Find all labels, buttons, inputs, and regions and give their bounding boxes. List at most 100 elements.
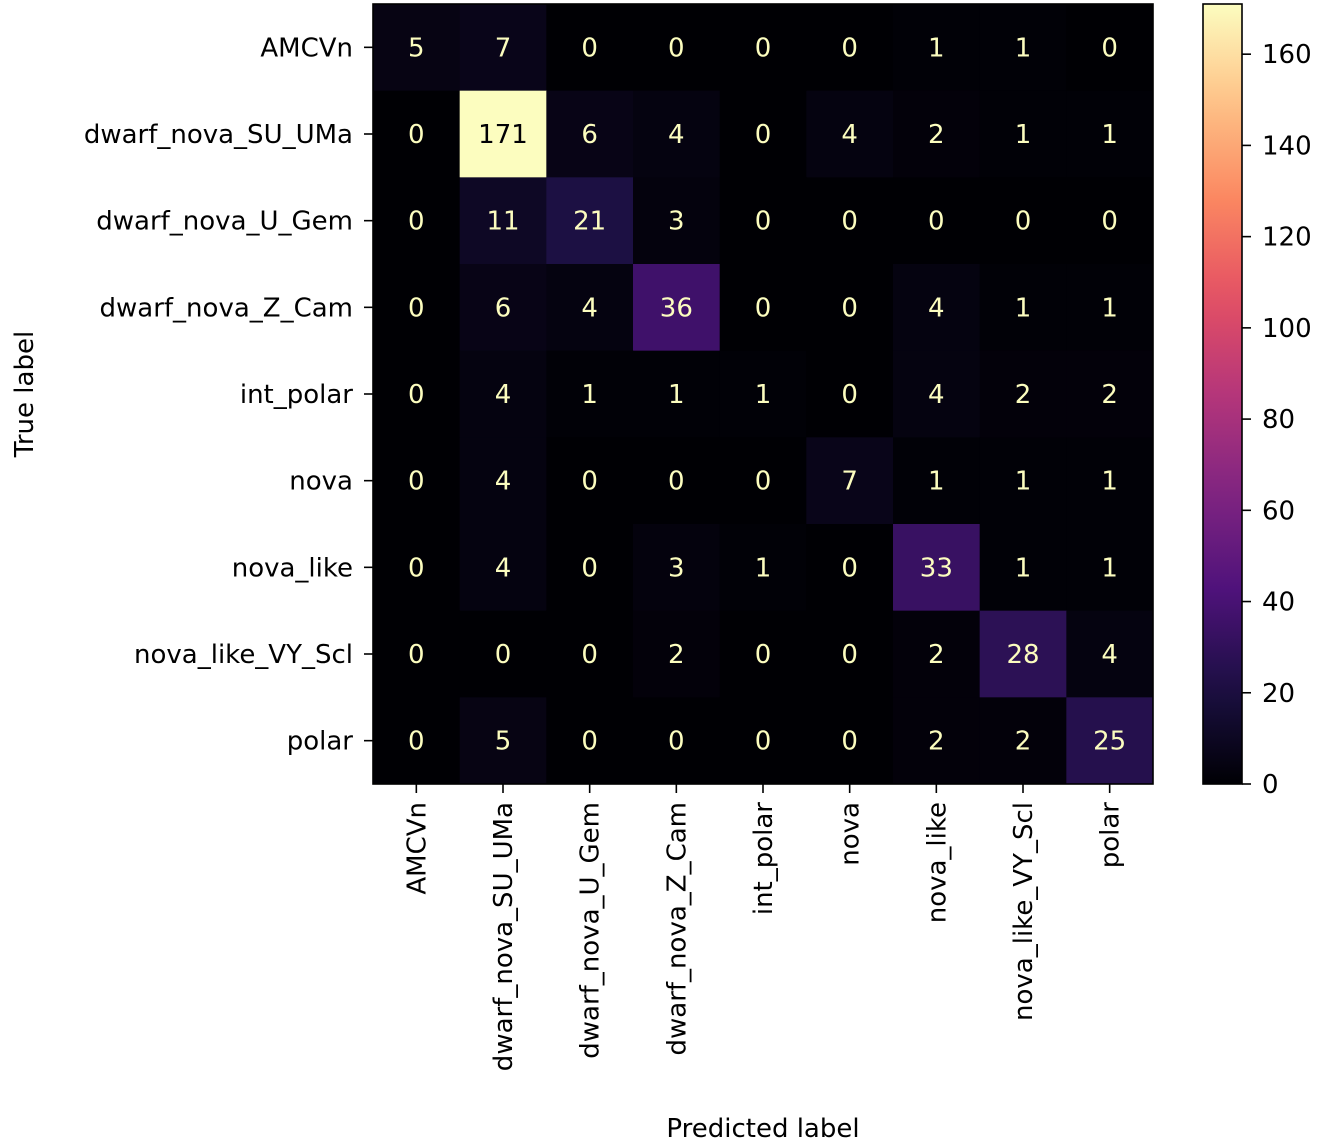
- cell-value-label: 2: [928, 640, 945, 670]
- heatmap-cell: [806, 524, 894, 612]
- heatmap-cell: [459, 90, 547, 178]
- heatmap-cell: [1066, 524, 1154, 612]
- colorbar-tick-label: 160: [1262, 40, 1312, 70]
- cell-value-label: 1: [1015, 467, 1032, 497]
- cell-value-label: 0: [1101, 207, 1118, 237]
- heatmap-cell: [719, 524, 807, 612]
- cell-value-label: 4: [495, 467, 512, 497]
- cell-value-label: 2: [668, 640, 685, 670]
- y-tick-label: dwarf_nova_Z_Cam: [100, 293, 353, 323]
- heatmap-cell: [633, 437, 721, 525]
- y-tick-label: polar: [287, 727, 354, 757]
- cell-value-label: 0: [1101, 33, 1118, 63]
- x-axis-ticks: AMCVn dwarf_nova_SU_UMa dwarf_nova_U_Gem dw…: [402, 784, 1126, 1071]
- colorbar-tick-label: 100: [1262, 314, 1312, 344]
- heatmap-cell: [806, 4, 894, 92]
- heatmap-cell: [806, 264, 894, 352]
- heatmap-cell: [806, 610, 894, 698]
- cell-value-label: 0: [1015, 207, 1032, 237]
- cell-value-label: 1: [1101, 120, 1118, 150]
- cell-value-label: 171: [478, 120, 528, 150]
- heatmap-cell: [893, 610, 981, 698]
- heatmap-cell: [893, 524, 981, 612]
- heatmap-cell: [719, 264, 807, 352]
- cell-value-label: 2: [1101, 380, 1118, 410]
- heatmap-cell: [979, 90, 1067, 178]
- heatmap-cell: [633, 697, 721, 785]
- x-tick-label: AMCVn: [402, 802, 432, 895]
- y-axis-ticks: AMCVn dwarf_nova_SU_UMa dwarf_nova_U_Gemdw…: [84, 33, 373, 757]
- heatmap-cell: [806, 697, 894, 785]
- y-tick-label: int_polar: [240, 380, 353, 410]
- cell-value-label: 0: [668, 33, 685, 63]
- heatmap-cell: [1066, 4, 1154, 92]
- colorbar-tick-label: 120: [1262, 223, 1312, 253]
- cell-value-label: 0: [755, 33, 772, 63]
- heatmap-cell: [546, 437, 634, 525]
- cell-value-label: 1: [1015, 293, 1032, 323]
- y-tick-label: dwarf_nova_U_Gem: [96, 207, 353, 237]
- heatmap-cell: [546, 610, 634, 698]
- x-tick-label: dwarf_nova_Z_Cam: [662, 802, 692, 1055]
- x-tick-label: nova_like: [922, 802, 952, 923]
- cell-value-label: 0: [841, 293, 858, 323]
- cell-value-label: 0: [408, 727, 425, 757]
- heatmap-cell: [719, 437, 807, 525]
- cell-value-label: 1: [928, 33, 945, 63]
- cell-value-label: 2: [928, 120, 945, 150]
- cell-value-label: 1: [928, 467, 945, 497]
- cell-value-label: 28: [1006, 640, 1039, 670]
- cell-value-label: 1: [1015, 553, 1032, 583]
- cell-value-label: 0: [841, 727, 858, 757]
- heatmap-cell: [633, 264, 721, 352]
- x-tick-label: nova_like_VY_Scl: [1009, 802, 1039, 1021]
- cell-value-label: 3: [668, 553, 685, 583]
- cell-value-label: 0: [408, 120, 425, 150]
- heatmap-cell: [1066, 350, 1154, 438]
- heatmap-cell: [719, 697, 807, 785]
- cell-value-label: 0: [668, 467, 685, 497]
- cell-value-label: 0: [581, 640, 598, 670]
- heatmap-cell: [719, 610, 807, 698]
- cell-value-label: 6: [581, 120, 598, 150]
- heatmap-cell: [459, 264, 547, 352]
- heatmap-cell: [979, 524, 1067, 612]
- heatmap-cell: [719, 90, 807, 178]
- cell-value-label: 0: [755, 207, 772, 237]
- heatmap-cell: [373, 4, 461, 92]
- cell-value-label: 0: [581, 727, 598, 757]
- cell-value-label: 0: [668, 727, 685, 757]
- heatmap-cell: [1066, 264, 1154, 352]
- heatmap-cell: [806, 437, 894, 525]
- cell-value-label: 7: [495, 33, 512, 63]
- heatmap-cells: 5 7 0 0 0 0 1 1 00 171 6 4 0 4 2 1 10 11 21 3 0 0 0 0 00 6 4 36 0 0 4 1…: [373, 4, 1154, 785]
- heatmap-cell: [546, 4, 634, 92]
- heatmap-cell: [546, 90, 634, 178]
- heatmap-cell: [459, 610, 547, 698]
- x-tick-label: dwarf_nova_SU_UMa: [489, 802, 519, 1071]
- y-tick-label: nova_like: [232, 553, 353, 583]
- heatmap-cell: [459, 350, 547, 438]
- cell-value-label: 0: [841, 553, 858, 583]
- x-axis-label: Predicted label: [666, 1114, 859, 1144]
- heatmap-cell: [1066, 437, 1154, 525]
- x-tick-label: dwarf_nova_U_Gem: [576, 802, 606, 1059]
- colorbar-tick-label: 60: [1262, 496, 1295, 526]
- heatmap-cell: [806, 177, 894, 265]
- heatmap-cell: [979, 264, 1067, 352]
- x-tick-label: int_polar: [749, 802, 779, 915]
- heatmap-cell: [1066, 177, 1154, 265]
- heatmap-cell: [893, 177, 981, 265]
- cell-value-label: 1: [755, 380, 772, 410]
- cell-value-label: 0: [841, 380, 858, 410]
- heatmap-cell: [979, 350, 1067, 438]
- cell-value-label: 0: [408, 380, 425, 410]
- y-tick-label: nova: [289, 467, 353, 497]
- heatmap-cell: [806, 90, 894, 178]
- heatmap-cell: [719, 177, 807, 265]
- heatmap-cell: [546, 177, 634, 265]
- cell-value-label: 0: [755, 640, 772, 670]
- heatmap-cell: [373, 350, 461, 438]
- cell-value-label: 2: [1015, 727, 1032, 757]
